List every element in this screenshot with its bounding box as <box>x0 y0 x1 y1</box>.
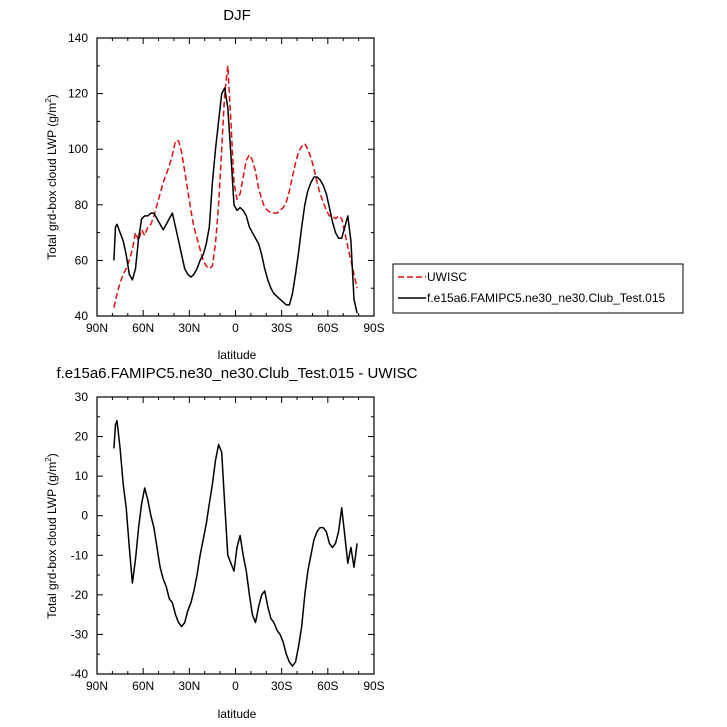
top-chart-xtick-label: 90S <box>363 321 384 335</box>
bottom-chart-ytick-label: -10 <box>71 548 89 562</box>
bottom-chart-ytick-label: 10 <box>75 469 89 483</box>
top-chart-ytick-label: 140 <box>68 31 88 45</box>
bottom-chart-ytick-label: -30 <box>71 627 89 641</box>
bottom-chart-series-difference-line <box>113 419 358 667</box>
top-chart-series-uwisc-line <box>113 65 358 308</box>
bottom-chart-xtick-label: 0 <box>232 679 239 693</box>
bottom-chart-xtick-label: 90N <box>86 679 108 693</box>
top-chart-ytick-label: 60 <box>75 253 89 267</box>
top-chart-ylabel-close: ) <box>45 94 59 98</box>
top-chart-xtick-label: 0 <box>232 321 239 335</box>
bottom-chart-ticks: 90N 60N 30N 0 30S 60S 90S -40 -30 -20 -10 0 10 20 30 <box>71 390 385 693</box>
bottom-chart-xtick-label: 30S <box>271 679 292 693</box>
top-chart-ylabel-sup: 2 <box>44 98 53 103</box>
bottom-chart-xtick-label: 90S <box>363 679 384 693</box>
bottom-chart-ytick-label: -20 <box>71 588 89 602</box>
bottom-chart-ytick-label: 20 <box>75 430 89 444</box>
top-chart-xtick-label: 30N <box>178 321 200 335</box>
top-chart-plot-frame <box>96 37 375 317</box>
top-chart-series-model-line <box>113 87 358 314</box>
bottom-chart-xtick-label: 30N <box>178 679 200 693</box>
bottom-chart-ylabel: Total grd-box cloud LWP (g/m2) <box>44 453 59 618</box>
top-chart-xtick-label: 60N <box>132 321 154 335</box>
top-chart-panel: DJF 90N 60N 30N 0 30S 60S 90S 40 60 80 100 120 140 l… <box>44 7 385 362</box>
legend-box <box>392 263 684 314</box>
top-chart-ytick-label: 80 <box>75 198 89 212</box>
legend-uwisc-label: UWISC <box>427 270 467 284</box>
bottom-chart-ylabel-sup: 2 <box>44 457 53 462</box>
top-chart-title: DJF <box>223 7 251 24</box>
top-chart-ytick-label: 120 <box>68 87 88 101</box>
top-chart-xlabel: latitude <box>218 348 257 362</box>
bottom-chart-xlabel: latitude <box>218 707 257 721</box>
top-chart-ticks: 90N 60N 30N 0 30S 60S 90S 40 60 80 100 120 140 <box>68 31 385 335</box>
top-chart-xtick-label: 60S <box>317 321 338 335</box>
bottom-chart-panel: f.e15a6.FAMIPC5.ne30_ne30.Club_Test.015 … <box>44 365 418 721</box>
bottom-chart-ytick-label: -40 <box>71 667 89 681</box>
top-chart-legend: UWISC f.e15a6.FAMIPC5.ne30_ne30.Club_Tes… <box>392 263 684 314</box>
top-chart-xtick-label: 90N <box>86 321 108 335</box>
top-chart-xtick-label: 30S <box>271 321 292 335</box>
legend-model-label: f.e15a6.FAMIPC5.ne30_ne30.Club_Test.015 <box>427 291 665 305</box>
top-chart-series <box>113 65 358 314</box>
bottom-chart-ytick-label: 0 <box>81 509 88 523</box>
bottom-chart-series <box>113 419 358 667</box>
bottom-chart-ytick-label: 30 <box>75 390 89 404</box>
top-chart-ytick-label: 100 <box>68 142 88 156</box>
bottom-chart-xtick-label: 60S <box>317 679 338 693</box>
bottom-chart-xtick-label: 60N <box>132 679 154 693</box>
top-chart-ylabel: Total grd-box cloud LWP (g/m2) <box>44 94 59 259</box>
bottom-chart-ylabel-text: Total grd-box cloud LWP (g/m <box>45 462 59 619</box>
top-chart-ytick-label: 40 <box>75 309 89 323</box>
top-chart-ylabel-text: Total grd-box cloud LWP (g/m <box>45 103 59 260</box>
bottom-chart-title: f.e15a6.FAMIPC5.ne30_ne30.Club_Test.015 … <box>56 365 417 382</box>
bottom-chart-ylabel-close: ) <box>45 453 59 457</box>
